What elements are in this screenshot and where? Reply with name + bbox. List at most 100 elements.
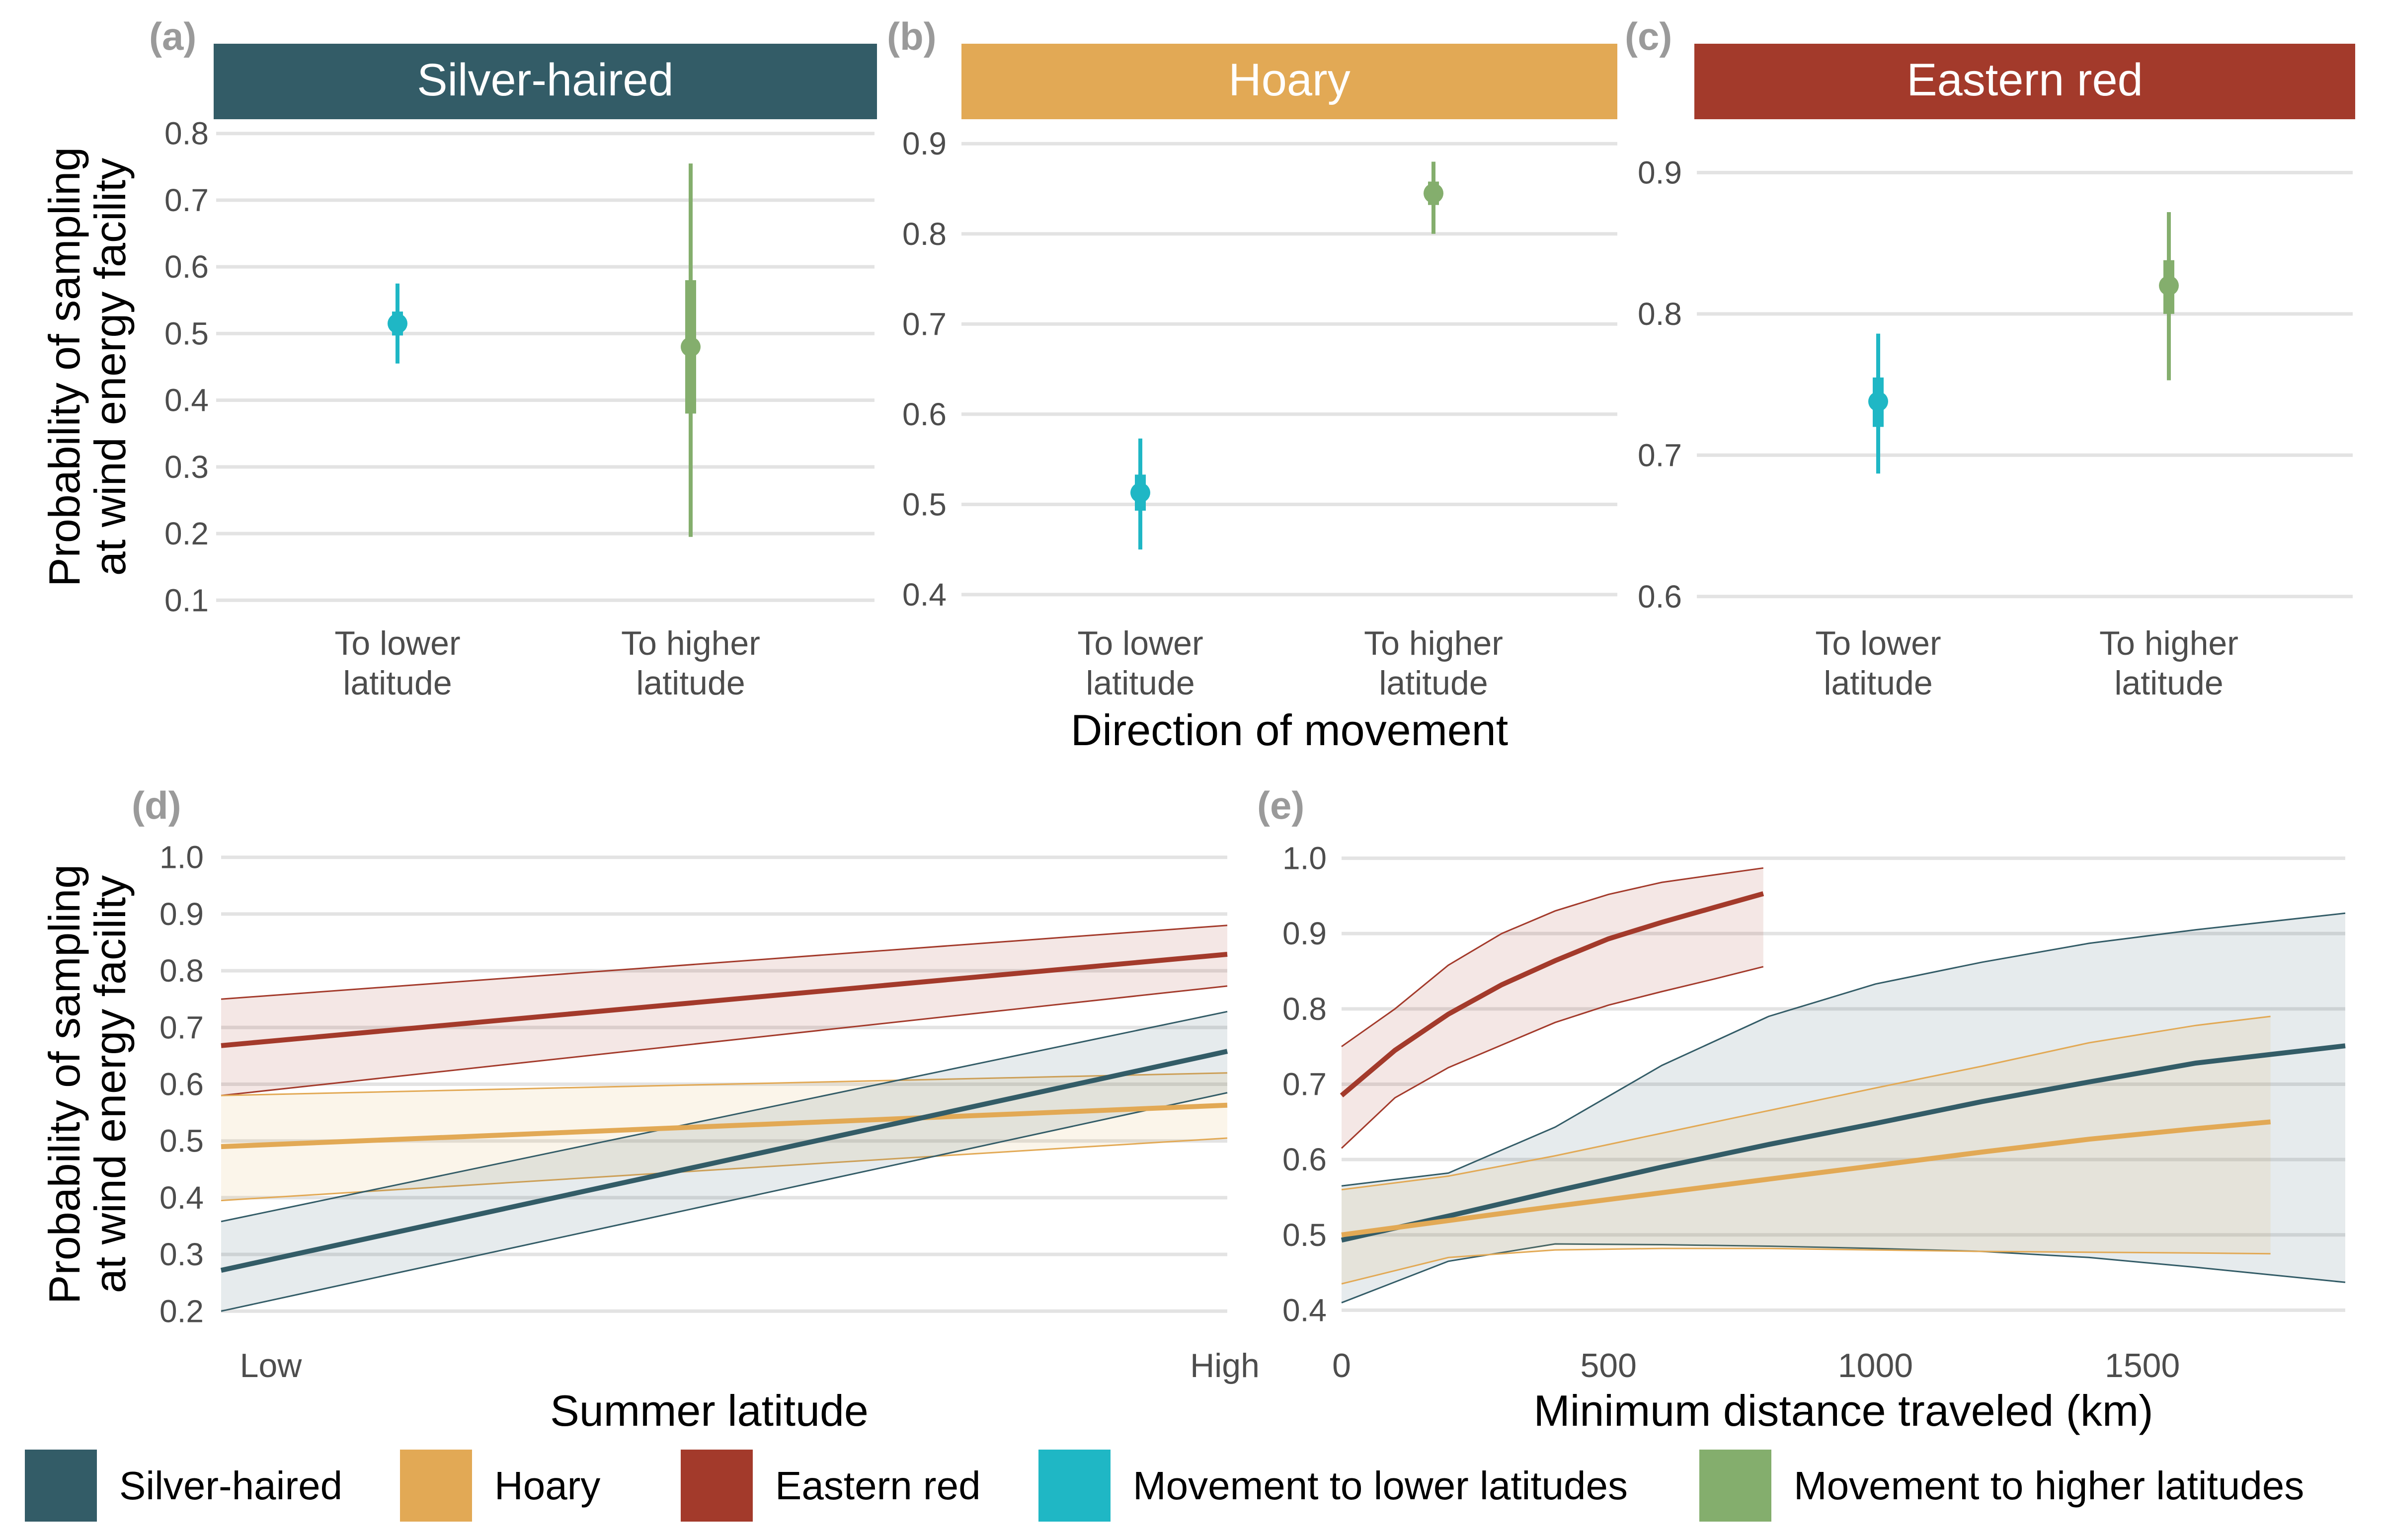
y-tick-label: 1.0 [1282, 841, 1327, 876]
panel-title: Silver-haired [417, 55, 673, 105]
confidence-ribbon [221, 925, 1227, 1096]
fitted-line [221, 1102, 1228, 1150]
ribbon-lower-edge [1341, 1247, 2271, 1285]
y-tick-label: 0.2 [159, 1293, 204, 1329]
y-tick-label: 0.7 [159, 1009, 204, 1045]
x-tick-label: 0 [1332, 1347, 1351, 1385]
legend-label: Eastern red [775, 1463, 981, 1508]
point-estimate [1424, 183, 1443, 204]
x-tick-label: latitude [1379, 664, 1488, 702]
legend-key [681, 1450, 753, 1522]
y-tick-label: 0.7 [902, 306, 947, 342]
panel-title-strip [961, 44, 1617, 119]
x-axis-title: Summer latitude [550, 1386, 869, 1435]
x-axis-title: Direction of movement [1071, 705, 1508, 755]
panel-title-strip [214, 44, 877, 119]
x-tick-label: latitude [1824, 664, 1932, 702]
panel-tag: (b) [887, 14, 937, 58]
ribbon-lower-edge [221, 985, 1228, 1096]
y-tick-label: 0.2 [164, 516, 209, 551]
x-tick-label: latitude [1086, 664, 1194, 702]
point-estimate [2159, 275, 2179, 296]
panel-title-strip [1694, 44, 2355, 119]
legend-label: Hoary [494, 1463, 600, 1508]
point-estimate [388, 313, 407, 334]
fitted-line [1340, 891, 1764, 1098]
y-axis-title: at wind energy facility [85, 158, 135, 576]
y-tick-label: 0.6 [1282, 1142, 1327, 1177]
x-tick-label: 500 [1580, 1347, 1636, 1385]
x-tick-label: To higher [2099, 624, 2238, 662]
x-tick-label: latitude [2114, 664, 2223, 702]
y-tick-label: 0.8 [164, 116, 209, 152]
x-tick-label: 1000 [1838, 1347, 1913, 1385]
ribbon-upper-edge [1341, 912, 2346, 1187]
y-axis-title: at wind energy facility [85, 875, 135, 1293]
ribbon-lower-edge [1341, 966, 1764, 1149]
y-tick-label: 0.1 [164, 582, 209, 618]
x-tick-label: To lower [1815, 624, 1941, 662]
fitted-line [220, 1049, 1228, 1273]
ribbon-upper-edge [221, 1010, 1228, 1223]
x-tick-label: 1500 [2105, 1347, 2180, 1385]
ribbon-upper-edge [221, 1072, 1228, 1096]
fitted-line [221, 952, 1228, 1048]
point-estimate [1868, 391, 1888, 412]
point-estimate [1130, 482, 1150, 503]
x-axis-title: Minimum distance traveled (km) [1534, 1386, 2153, 1435]
y-axis-title: Probability of sampling [40, 147, 89, 587]
y-tick-label: 0.7 [164, 182, 209, 218]
legend-label: Movement to lower latitudes [1133, 1463, 1628, 1508]
y-tick-label: 0.4 [1282, 1292, 1327, 1328]
confidence-ribbon [1342, 1016, 2271, 1284]
y-tick-label: 0.9 [902, 126, 947, 161]
ribbon-upper-edge [1341, 1015, 2271, 1191]
y-tick-label: 0.4 [164, 383, 209, 418]
y-tick-label: 0.6 [902, 396, 947, 432]
legend-label: Movement to higher latitudes [1794, 1463, 2304, 1508]
panel-tag: (e) [1257, 783, 1304, 827]
y-tick-label: 0.6 [164, 249, 209, 285]
y-tick-label: 0.7 [1638, 437, 1682, 473]
y-tick-label: 0.6 [1638, 579, 1682, 615]
y-tick-label: 0.9 [1638, 154, 1682, 190]
fitted-line [1341, 1119, 2271, 1237]
panel-tag: (d) [132, 783, 181, 827]
x-tick-label: To lower [1077, 624, 1203, 662]
ribbon-lower-edge [221, 1092, 1228, 1312]
y-tick-label: 0.8 [902, 216, 947, 252]
panel-tag: (a) [149, 14, 196, 58]
y-tick-label: 0.7 [1282, 1067, 1327, 1102]
panel-title: Eastern red [1907, 55, 2143, 105]
y-tick-label: 0.5 [164, 315, 209, 351]
y-tick-label: 0.5 [159, 1123, 204, 1159]
confidence-ribbon [1342, 913, 2345, 1303]
x-tick-label: To higher [1364, 624, 1503, 662]
y-tick-label: 0.6 [159, 1067, 204, 1102]
legend-key [400, 1450, 472, 1522]
legend-key [25, 1450, 97, 1522]
y-tick-label: 0.3 [159, 1236, 204, 1272]
x-tick-label: latitude [343, 664, 452, 702]
legend-key [1699, 1450, 1771, 1522]
ribbon-lower-edge [221, 1137, 1228, 1202]
x-tick-label: Low [240, 1347, 303, 1385]
x-tick-label: To lower [334, 624, 460, 662]
y-tick-label: 0.5 [902, 486, 947, 522]
x-tick-label: To higher [621, 624, 760, 662]
legend-label: Silver-haired [119, 1463, 342, 1508]
y-tick-label: 0.4 [902, 577, 947, 613]
panel-tag: (c) [1625, 14, 1672, 58]
y-tick-label: 0.8 [1638, 296, 1682, 332]
y-tick-label: 1.0 [159, 840, 204, 875]
ribbon-upper-edge [1341, 867, 1764, 1047]
ribbon-upper-edge [221, 924, 1228, 1000]
point-estimate [681, 337, 701, 357]
y-tick-label: 0.3 [164, 449, 209, 485]
y-tick-label: 0.8 [159, 953, 204, 989]
y-tick-label: 0.5 [1282, 1217, 1327, 1253]
x-tick-label: High [1190, 1347, 1260, 1385]
y-tick-label: 0.9 [159, 896, 204, 932]
panel-title: Hoary [1228, 55, 1350, 105]
